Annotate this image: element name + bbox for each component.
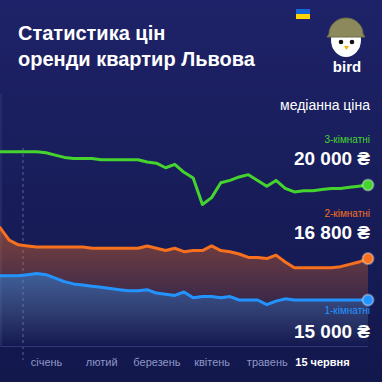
bird-eye — [350, 40, 355, 45]
x-tick: 15 червня — [295, 356, 349, 368]
x-axis-line — [1, 346, 369, 347]
title: Статистика цін — [18, 22, 165, 44]
series-name: 3-кімнатні — [324, 134, 370, 145]
end-dot — [363, 295, 374, 306]
title-group: Статистика цін оренди квартир Львова — [18, 22, 256, 70]
x-tick-label: 15 червня — [295, 356, 349, 368]
end-dot — [363, 180, 374, 191]
x-tick: квітень — [194, 356, 230, 368]
series-name: 1-кімнатні — [324, 305, 370, 316]
x-tick-label: березень — [133, 356, 180, 368]
x-tick-label: квітень — [194, 356, 230, 368]
flag-bottom — [296, 14, 310, 19]
logo: bird — [296, 9, 365, 75]
x-tick-label: травень — [247, 356, 288, 368]
x-tick: січень — [31, 356, 63, 368]
chart-container: Статистика цін оренди квартир Львова bird м… — [0, 0, 382, 382]
flag-top — [296, 9, 310, 14]
labels: 3-кімнатні 20 000 ₴ 2-кімнатні 16 800 ₴ 1-кі… — [294, 134, 370, 342]
data-label: 20 000 ₴ — [294, 148, 370, 169]
background — [0, 0, 382, 382]
series-line — [0, 274, 368, 305]
x-tick-label: лютий — [86, 356, 118, 368]
bird-eye — [339, 40, 344, 45]
marks — [0, 152, 374, 346]
title: оренди квартир Львова — [18, 48, 256, 70]
x-tick-label: січень — [31, 356, 63, 368]
x-tick: березень — [133, 356, 180, 368]
subtitle: медіанна ціна — [280, 97, 370, 113]
bird-helmet — [327, 18, 365, 37]
logo-text: bird — [333, 58, 361, 75]
data-label: 16 800 ₴ — [294, 222, 370, 243]
data-label: 15 000 ₴ — [294, 321, 370, 342]
bird-beak — [344, 46, 349, 50]
end-dot — [363, 253, 374, 264]
x-tick: лютий — [86, 356, 118, 368]
x-tick: травень — [247, 356, 288, 368]
chart-svg: Статистика цін оренди квартир Львова bird м… — [0, 0, 382, 382]
x-axis: січень лютий березень квітень травень 15 черв… — [1, 347, 369, 368]
series-name: 2-кімнатні — [324, 208, 370, 219]
